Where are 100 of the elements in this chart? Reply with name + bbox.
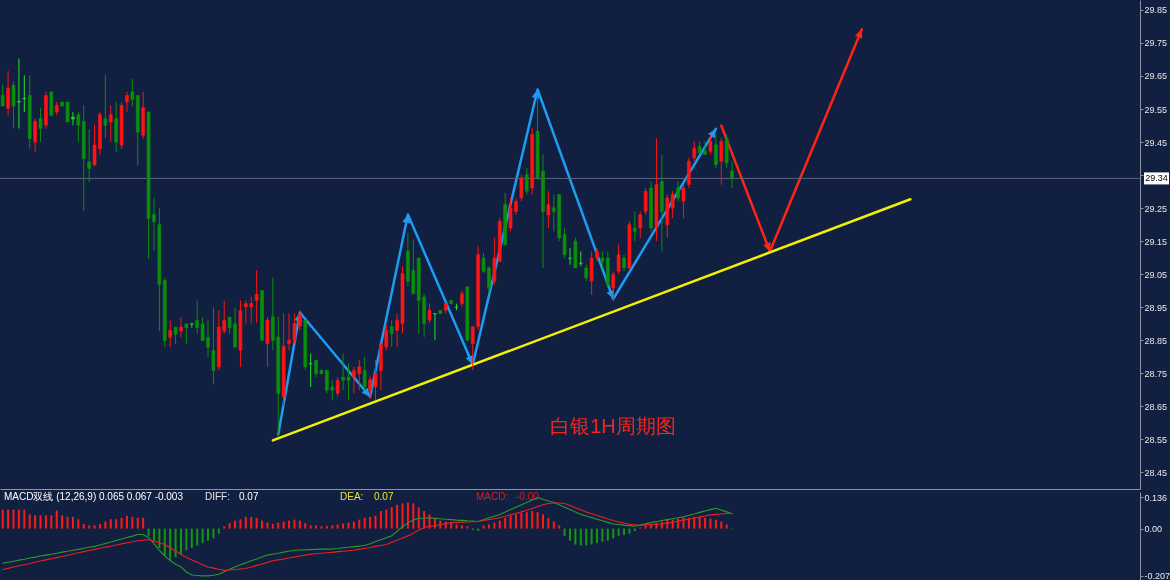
bar [455,524,458,529]
candlestick [211,306,216,386]
y-tick-label: 28.65 [1144,401,1168,412]
bar [412,503,415,529]
bar [374,515,377,529]
bar [601,528,604,542]
candlestick [87,129,91,183]
bar [450,522,453,529]
candlestick [108,104,113,143]
candlestick [308,353,313,388]
bar [623,528,626,535]
bar [531,510,534,529]
bar [401,503,404,529]
bar [271,524,274,529]
candlestick [433,313,437,341]
candlestick [389,319,394,348]
ref-line-label: 29.34 [1145,173,1168,184]
bar [585,528,588,546]
bar [28,514,31,529]
bar [277,522,280,529]
bar [228,523,231,529]
y-tick-label: 29.85 [1144,5,1168,16]
candlestick [611,270,616,302]
y-tick-label: 29.65 [1144,71,1168,82]
annotation: -0.00 [516,491,540,502]
bar [541,514,544,529]
bar [709,518,712,529]
bar [358,519,361,529]
bar [617,528,620,536]
bar [61,515,64,529]
candlestick [676,180,680,202]
bar [185,528,188,551]
bar [120,517,123,529]
bar [304,523,307,529]
candlestick [254,269,259,324]
bar [223,526,226,529]
bar [498,520,501,529]
candlestick [633,210,637,242]
bar [261,520,264,529]
bar [536,512,539,529]
bar [569,528,571,541]
bar [547,517,550,529]
y-tick-label: 29.05 [1144,269,1168,280]
annotation: 白银1H周期图 [550,415,676,437]
bar [487,524,490,529]
bar [342,523,345,529]
bar [385,509,388,529]
bar [504,517,507,529]
bar [325,525,328,529]
bar [12,509,15,529]
bar [255,517,258,529]
candlestick [38,107,43,143]
candlestick [714,134,718,169]
bar [558,525,561,529]
bar [396,504,399,529]
bar [628,528,631,534]
annotation: DIFF: [205,491,230,502]
bar [563,528,566,536]
candlestick [265,316,270,368]
bar [98,524,101,529]
bar [590,528,593,545]
candlestick [687,157,691,189]
bar [282,521,285,529]
y-tick-label: 29.25 [1144,203,1168,214]
bar [336,524,339,529]
bar [23,509,26,529]
candlestick [427,303,432,324]
bar [482,525,485,529]
candlestick [114,101,118,153]
candlestick [103,74,108,139]
bar [136,517,139,529]
candlestick [681,184,686,219]
bar [293,519,296,529]
y-tick-label: 29.15 [1144,236,1168,247]
candlestick [6,70,10,117]
bar [82,524,85,529]
bar [509,515,512,529]
bar [704,517,707,529]
y-tick-label: 28.45 [1144,467,1168,478]
bar [714,519,717,529]
bar [525,512,528,529]
bar [88,525,91,529]
candlestick [0,84,5,107]
bar [190,528,193,548]
bar [39,515,42,529]
y-tick-label: 29.45 [1144,137,1168,148]
bar [207,528,210,541]
annotation: 0.07 [239,491,259,502]
bar [369,516,372,529]
candlestick [71,111,75,126]
candlestick [670,190,675,219]
bar [698,516,701,529]
bar [244,516,247,529]
candlestick [76,111,81,143]
bar [147,528,150,536]
bar [163,528,166,556]
bar [109,519,112,529]
bar [234,520,237,529]
y-tick-label: 29.75 [1144,38,1168,49]
bar [612,528,615,539]
